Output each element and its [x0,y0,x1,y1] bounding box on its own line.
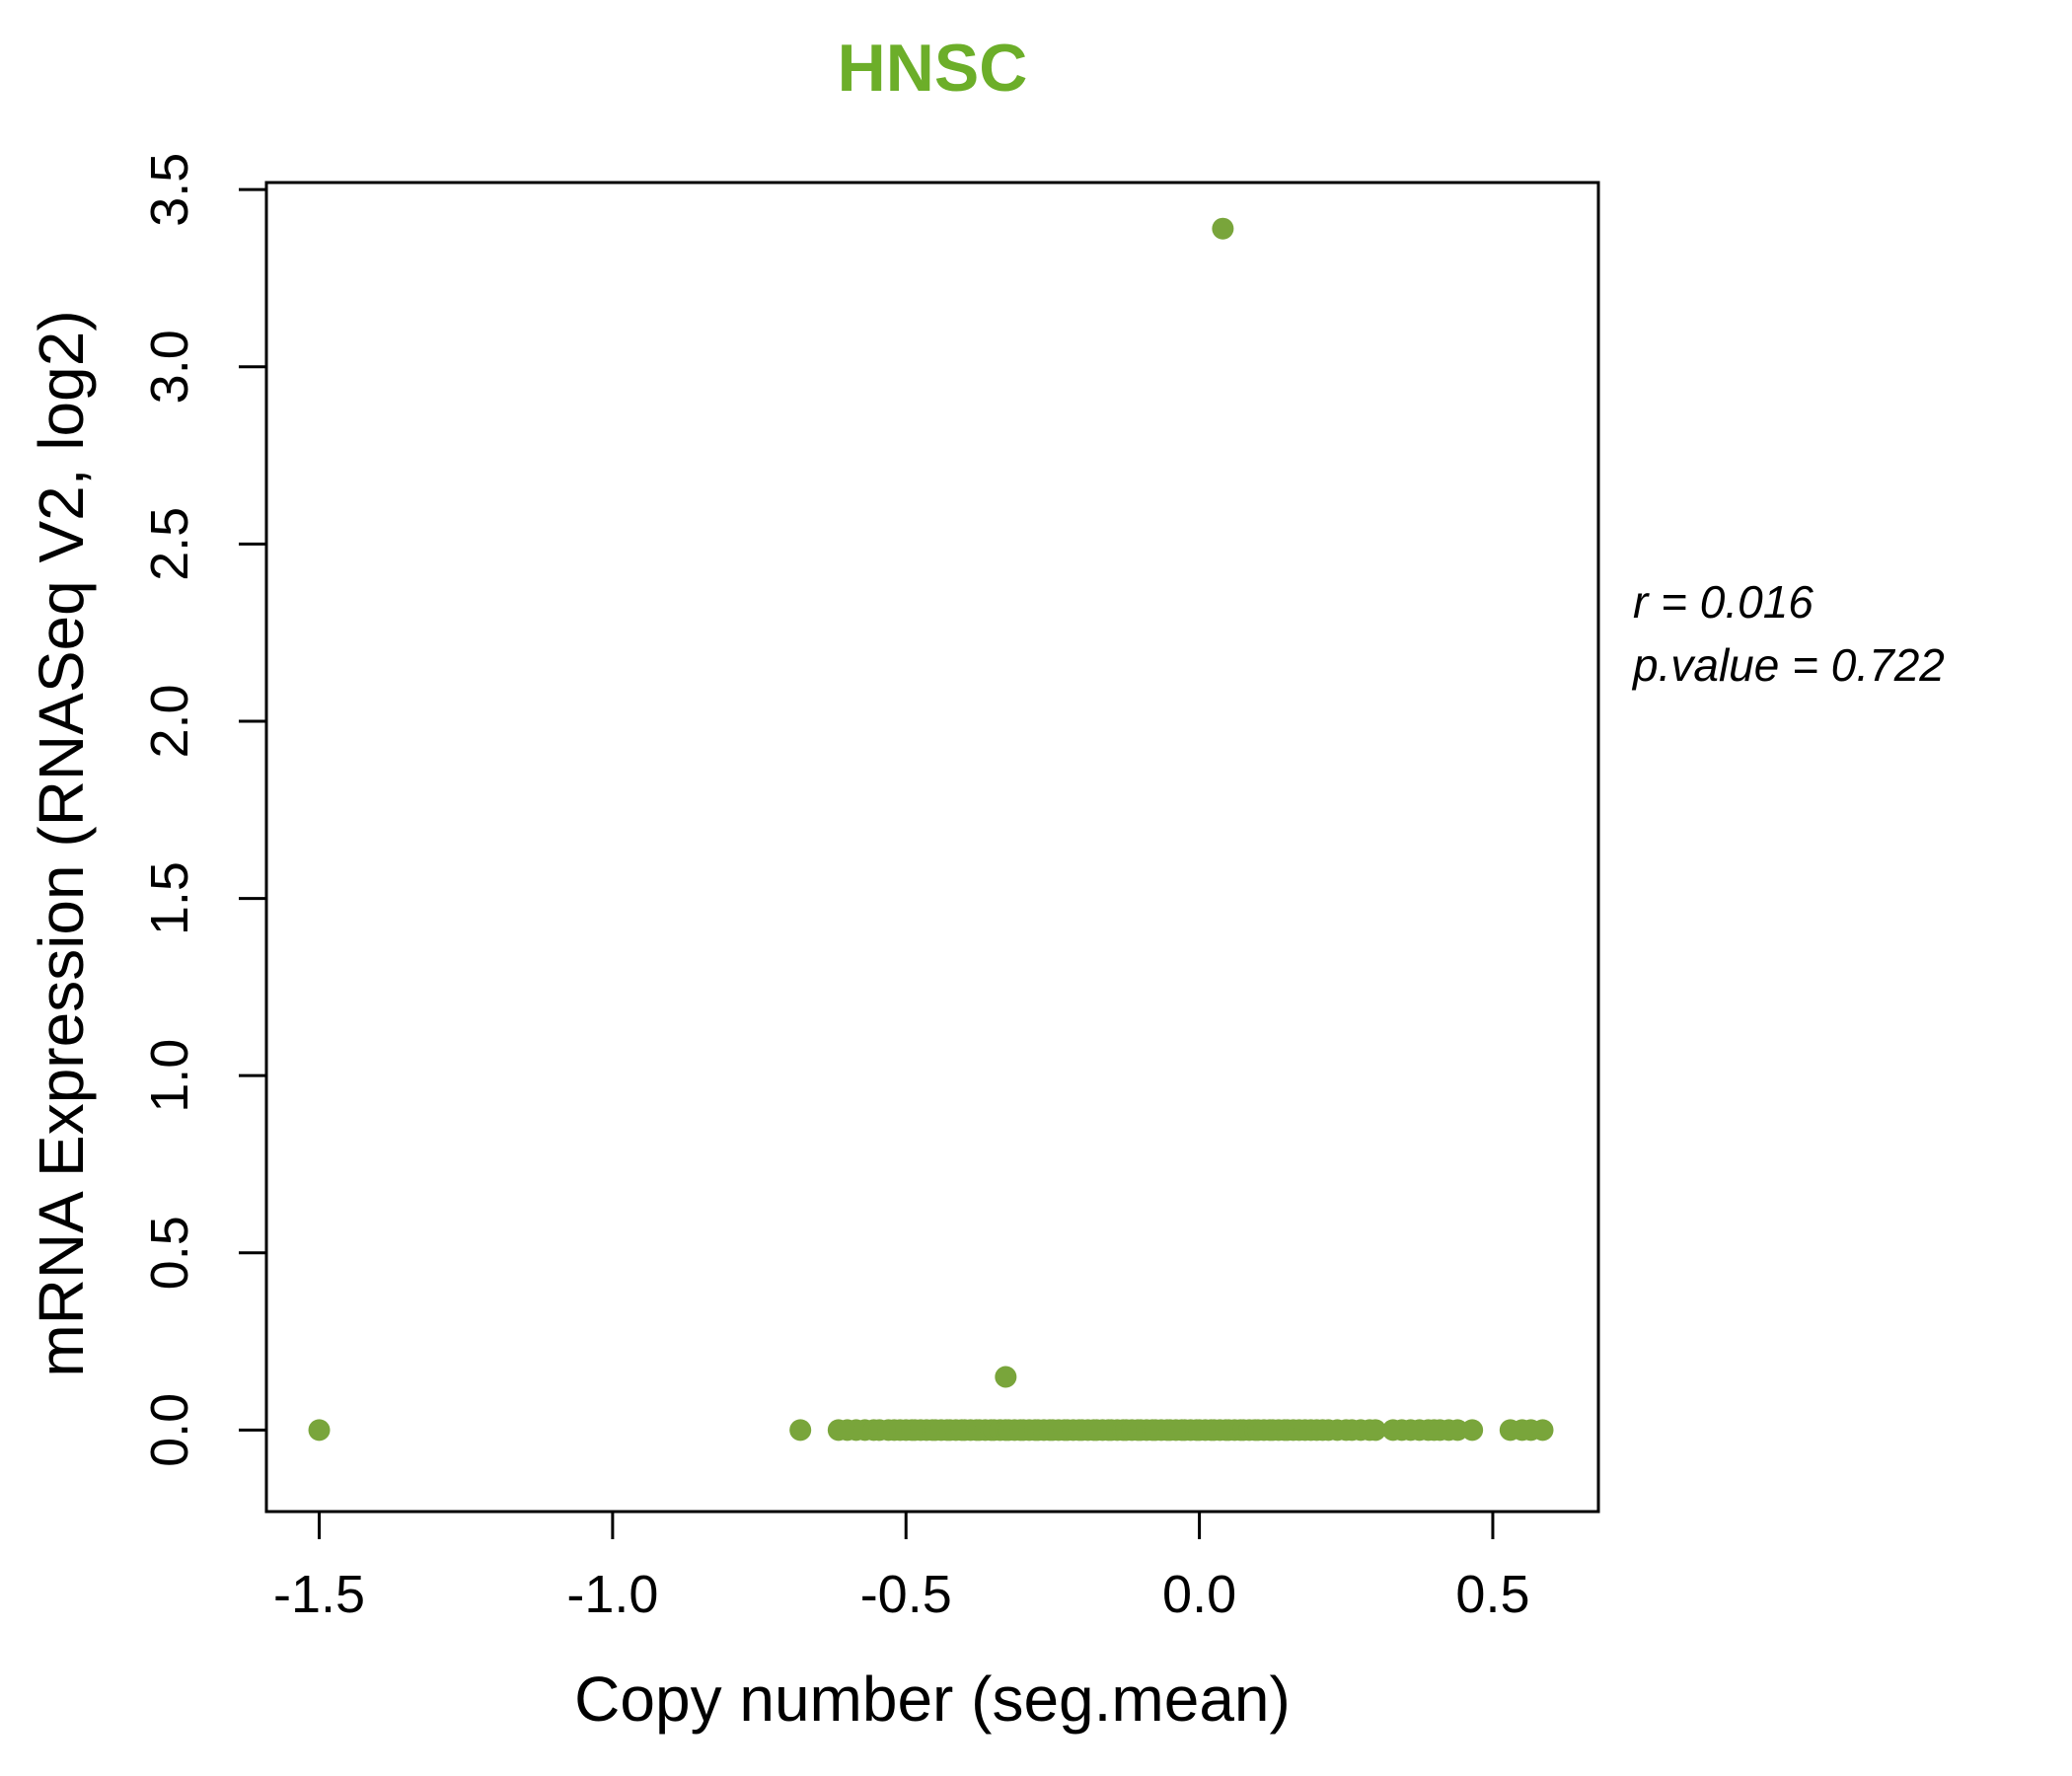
data-point [1531,1419,1554,1442]
x-axis-tick-label: 0.5 [1455,1565,1529,1624]
x-axis-tick-label: -0.5 [860,1565,952,1624]
data-point [995,1366,1017,1388]
y-axis-tick-label: 2.0 [140,684,199,758]
y-axis-tick-label: 0.0 [140,1393,199,1467]
x-axis-tick-label: 0.0 [1162,1565,1236,1624]
data-point [1461,1419,1484,1442]
chart-title: HNSC [837,31,1028,106]
y-axis-tick-label: 3.0 [140,330,199,404]
y-axis-tick-label: 2.5 [140,507,199,581]
y-axis-tick-label: 3.5 [140,153,199,227]
x-axis-tick-label: -1.5 [273,1565,365,1624]
correlation-annotation: r = 0.016 p.value = 0.722 [1633,570,1945,698]
x-axis-label: Copy number (seg.mean) [574,1664,1291,1735]
r-value-text: r = 0.016 [1633,576,1813,628]
y-axis-tick-label: 1.5 [140,861,199,935]
data-point [1212,217,1234,240]
y-axis-tick-label: 1.0 [140,1039,199,1113]
p-value-text: p.value = 0.722 [1633,639,1945,692]
y-axis-label: mRNA Expression (RNASeq V2, log2) [26,310,97,1377]
x-axis-tick-label: -1.0 [566,1565,658,1624]
data-point [789,1419,812,1442]
plot-frame [264,181,1600,1514]
data-point [308,1419,331,1442]
data-point [1365,1419,1387,1442]
y-axis-tick-label: 0.5 [140,1216,199,1290]
